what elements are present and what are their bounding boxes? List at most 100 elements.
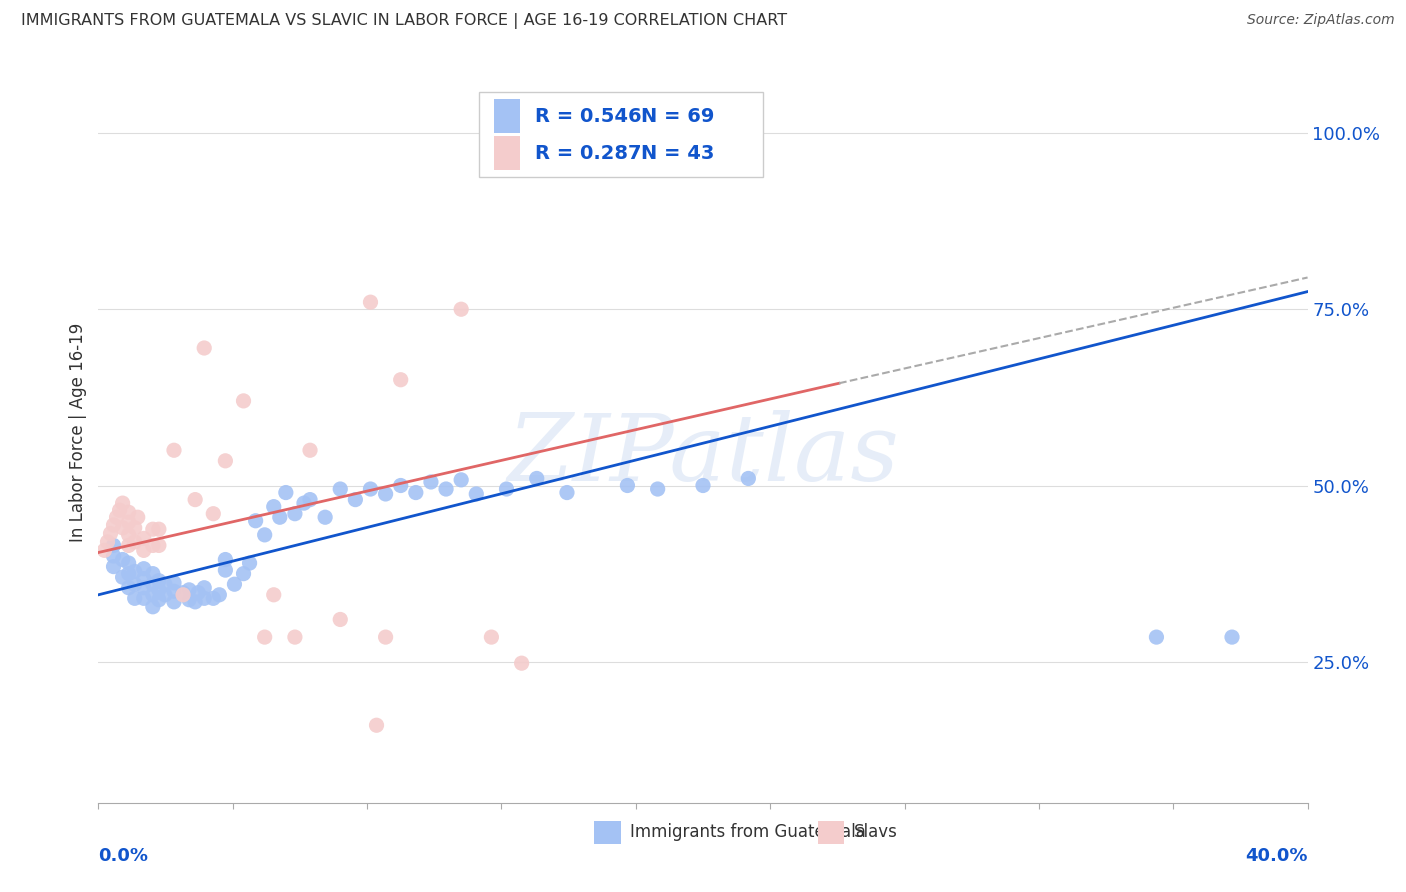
FancyBboxPatch shape (595, 822, 621, 844)
Point (202, 507, 225, 521)
Text: R = 0.546: R = 0.546 (534, 107, 641, 126)
Point (253, 528, 276, 542)
FancyBboxPatch shape (494, 136, 520, 169)
Text: Slavs: Slavs (855, 823, 898, 841)
Point (111, 552, 134, 566)
Point (172, 588, 194, 602)
Point (96, 535, 118, 549)
Point (1144, 630, 1167, 644)
Point (163, 575, 186, 590)
Point (299, 443, 322, 458)
Point (179, 582, 201, 597)
Point (179, 592, 201, 607)
Point (103, 559, 125, 574)
Point (465, 487, 488, 501)
FancyBboxPatch shape (494, 99, 520, 133)
Point (118, 556, 141, 570)
Point (163, 595, 186, 609)
Point (510, 656, 533, 670)
Point (108, 503, 131, 517)
Point (127, 510, 149, 524)
Point (124, 565, 146, 579)
Point (214, 552, 236, 566)
Point (360, 295, 382, 310)
Point (450, 302, 472, 317)
Point (420, 475, 443, 489)
Point (148, 592, 170, 607)
Point (118, 528, 141, 542)
Point (153, 577, 176, 591)
Point (245, 514, 267, 528)
Point (389, 478, 412, 492)
Point (142, 599, 165, 614)
Point (253, 630, 276, 644)
Point (405, 485, 427, 500)
Point (292, 496, 315, 510)
Point (142, 538, 165, 552)
Point (299, 492, 322, 507)
Point (118, 581, 141, 595)
Point (148, 522, 170, 536)
Point (374, 487, 396, 501)
Point (214, 454, 236, 468)
Point (142, 522, 165, 536)
Point (314, 510, 336, 524)
Point (184, 492, 207, 507)
Point (172, 585, 194, 599)
Point (434, 482, 457, 496)
Point (148, 574, 170, 588)
Point (132, 572, 155, 586)
Point (586, 122, 609, 136)
Text: Source: ZipAtlas.com: Source: ZipAtlas.com (1247, 13, 1395, 28)
Point (163, 443, 186, 458)
Point (214, 563, 236, 577)
Point (647, 482, 669, 496)
Point (616, 478, 638, 492)
Point (239, 556, 262, 570)
Point (142, 566, 165, 581)
FancyBboxPatch shape (479, 92, 763, 178)
Point (540, 122, 562, 136)
Point (132, 543, 155, 558)
FancyBboxPatch shape (818, 822, 845, 844)
Point (132, 591, 155, 606)
Point (360, 482, 382, 496)
Point (193, 591, 215, 606)
Point (232, 566, 254, 581)
Point (187, 585, 209, 599)
Point (737, 471, 759, 485)
Point (389, 373, 412, 387)
Point (103, 538, 125, 552)
Point (526, 471, 548, 485)
Point (193, 341, 215, 355)
Point (284, 507, 307, 521)
Point (555, 485, 578, 500)
Point (208, 588, 231, 602)
Point (111, 496, 134, 510)
Point (153, 588, 176, 602)
Point (132, 562, 155, 576)
Point (232, 393, 254, 408)
Text: N = 69: N = 69 (641, 107, 714, 126)
Point (329, 612, 352, 626)
Y-axis label: In Labor Force | Age 16-19: In Labor Force | Age 16-19 (69, 323, 87, 542)
Point (118, 538, 141, 552)
Point (269, 510, 291, 524)
Point (132, 532, 155, 546)
Point (118, 515, 141, 529)
Point (142, 588, 165, 602)
Point (284, 630, 307, 644)
Text: Immigrants from Guatemala: Immigrants from Guatemala (630, 823, 866, 841)
Point (111, 521, 134, 535)
Point (93, 543, 115, 558)
Point (118, 566, 141, 581)
Point (263, 588, 285, 602)
Point (148, 538, 170, 552)
Point (124, 521, 146, 535)
Point (118, 505, 141, 519)
Text: 0.0%: 0.0% (98, 847, 149, 865)
Point (450, 473, 472, 487)
Point (124, 535, 146, 549)
Point (202, 591, 225, 606)
Point (1220, 630, 1243, 644)
